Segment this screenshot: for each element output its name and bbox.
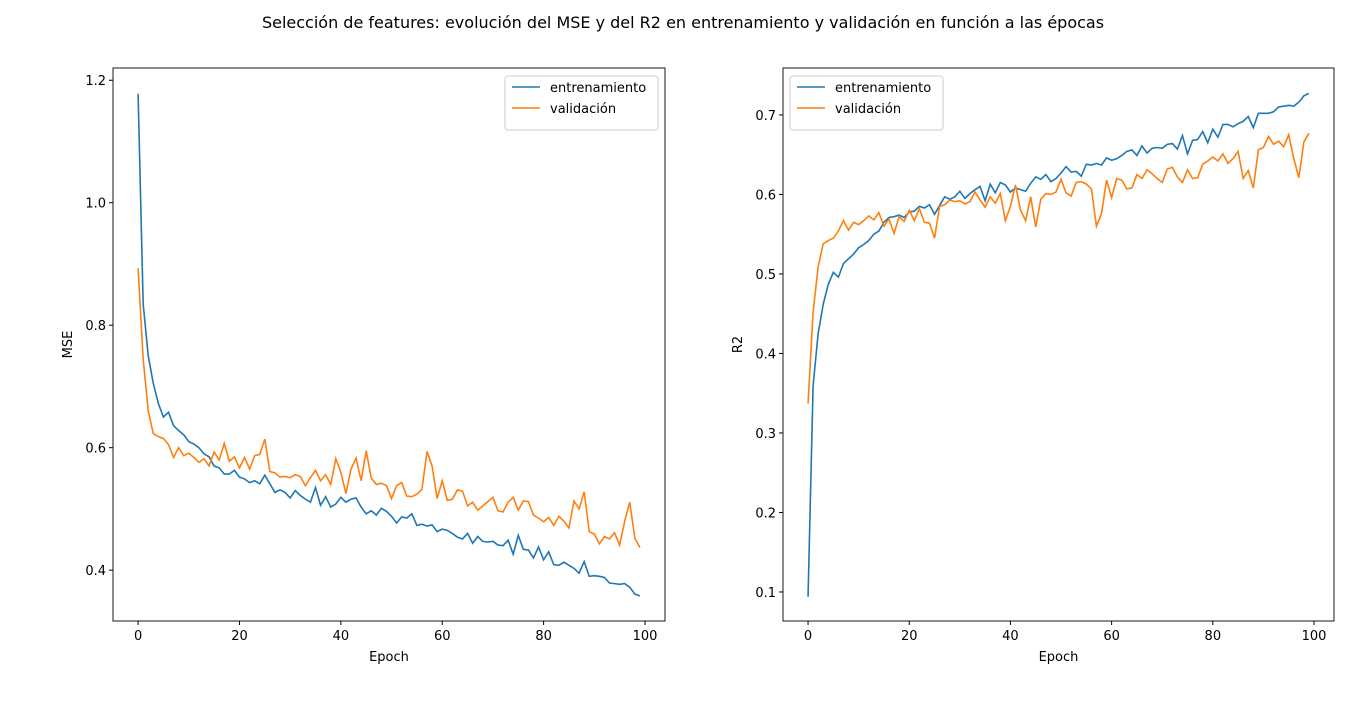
axes-frame <box>112 67 666 622</box>
x-tick-label: 60 <box>434 629 451 644</box>
x-tick-label: 20 <box>231 629 248 644</box>
legend-label: entrenamiento <box>550 81 646 96</box>
figure-title: Selección de features: evolución del MSE… <box>262 13 1104 32</box>
y-tick-label: 1.2 <box>85 74 106 89</box>
y-tick-label: 1.0 <box>85 197 106 212</box>
x-tick-label: 80 <box>1205 629 1222 644</box>
x-tick-label: 40 <box>333 629 350 644</box>
y-tick-label: 0.2 <box>755 506 776 521</box>
legend-label: entrenamiento <box>835 81 931 96</box>
y-tick-label: 0.5 <box>755 268 776 283</box>
y-tick-label: 0.4 <box>85 564 106 579</box>
subplot: 0 20 40 60 80 100 0.1 0.2 0.3 0.4 0.5 0.6 0.7 Epoch R2… <box>731 67 1335 665</box>
x-tick-label: 20 <box>901 629 918 644</box>
y-tick-label: 0.6 <box>755 188 776 203</box>
x-axis-label: Epoch <box>369 650 409 665</box>
x-tick-label: 100 <box>633 629 658 644</box>
y-tick-label: 0.4 <box>755 347 776 362</box>
y-tick-label: 0.8 <box>85 319 106 334</box>
legend-box <box>789 75 944 131</box>
y-axis-label: R2 <box>731 336 746 353</box>
legend-box <box>504 75 659 131</box>
x-tick-label: 60 <box>1103 629 1120 644</box>
y-tick-label: 0.1 <box>755 586 776 601</box>
y-axis-label: MSE <box>61 331 76 359</box>
legend-label: validación <box>550 102 616 117</box>
y-tick-label: 0.7 <box>755 109 776 124</box>
series-line <box>137 93 641 597</box>
x-tick-label: 40 <box>1002 629 1019 644</box>
x-tick-label: 100 <box>1302 629 1327 644</box>
x-tick-label: 80 <box>535 629 552 644</box>
x-axis-label: Epoch <box>1039 650 1079 665</box>
legend-label: validación <box>835 102 901 117</box>
series-line <box>807 132 1310 404</box>
axes-frame <box>782 67 1335 622</box>
series-line <box>137 268 641 548</box>
series-line <box>807 92 1310 597</box>
y-tick-label: 0.6 <box>85 442 106 457</box>
subplot: 0 20 40 60 80 100 0.4 0.6 0.8 1.0 1.2 Epoch MSE entre… <box>61 67 666 665</box>
x-tick-label: 0 <box>804 629 812 644</box>
x-tick-label: 0 <box>134 629 142 644</box>
y-tick-label: 0.3 <box>755 427 776 442</box>
